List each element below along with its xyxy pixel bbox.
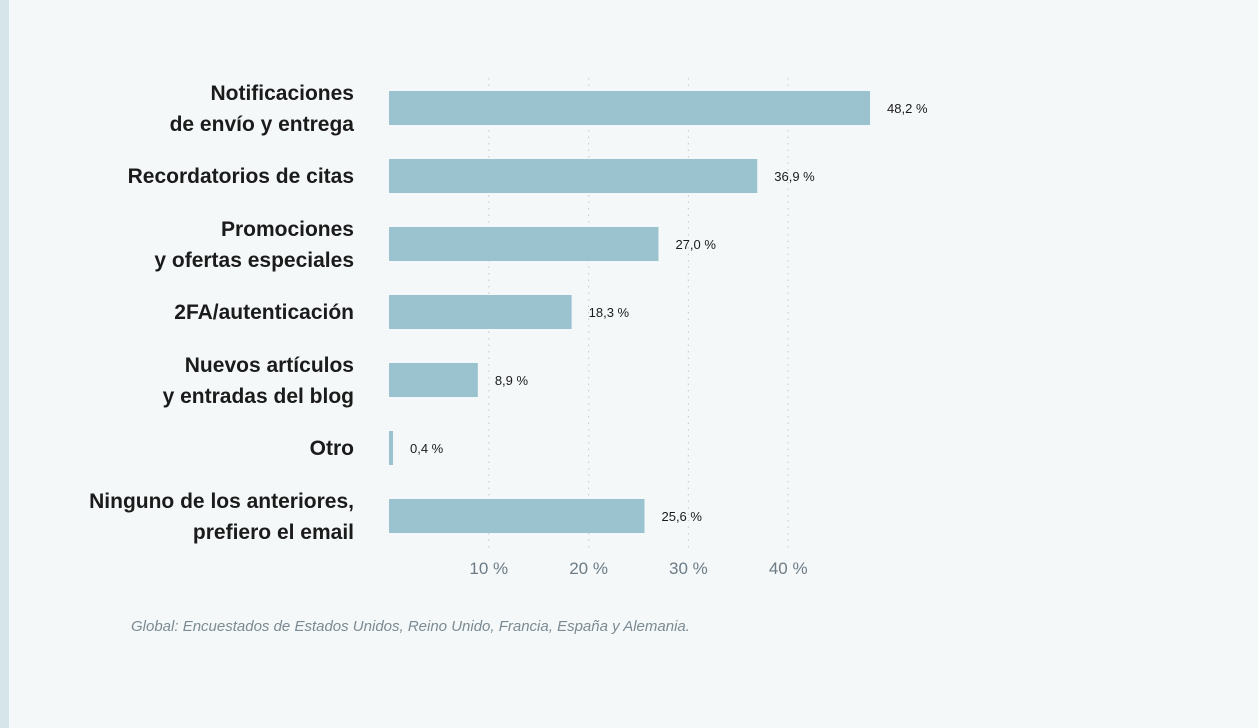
bar-chart: Notificaciones de envío y entrega Recordat… (89, 78, 928, 578)
value-label: 36,9 % (774, 169, 815, 184)
x-tick-label: 40 % (769, 559, 808, 578)
chart-footnote: Global: Encuestados de Estados Unidos, R… (131, 618, 690, 635)
bar (389, 363, 478, 397)
value-label: 27,0 % (675, 237, 716, 252)
bar (389, 159, 758, 193)
x-tick-label: 20 % (569, 559, 608, 578)
category-label: Notificaciones (210, 82, 354, 105)
bars (389, 91, 871, 533)
bar (389, 499, 645, 533)
category-label: Nuevos artículos (185, 354, 354, 377)
category-label: y entradas del blog (163, 385, 354, 408)
category-label: Ninguno de los anteriores, (89, 490, 354, 513)
value-label: 48,2 % (887, 101, 928, 116)
value-label: 0,4 % (410, 441, 444, 456)
category-label: Otro (310, 437, 354, 460)
left-accent-strip (0, 0, 9, 728)
category-label: de envío y entrega (170, 113, 355, 136)
category-label: 2FA/autenticación (174, 301, 354, 324)
x-tick-label: 10 % (469, 559, 508, 578)
bar (389, 431, 393, 465)
category-labels: Notificaciones de envío y entrega Recordat… (89, 82, 354, 544)
category-label: y ofertas especiales (154, 249, 354, 272)
x-tick-label: 30 % (669, 559, 708, 578)
value-label: 8,9 % (495, 373, 529, 388)
value-label: 25,6 % (661, 509, 702, 524)
value-label: 18,3 % (589, 305, 630, 320)
category-label: Recordatorios de citas (128, 165, 354, 188)
value-labels: 48,2 % 36,9 % 27,0 % 18,3 % 8,9 % 0,4 % 25,6 % (410, 101, 928, 524)
x-axis-ticks: 10 % 20 % 30 % 40 % (469, 559, 807, 578)
bar (389, 91, 871, 125)
category-label: Promociones (221, 218, 354, 241)
bar (389, 227, 659, 261)
category-label: prefiero el email (193, 521, 354, 544)
bar (389, 295, 572, 329)
